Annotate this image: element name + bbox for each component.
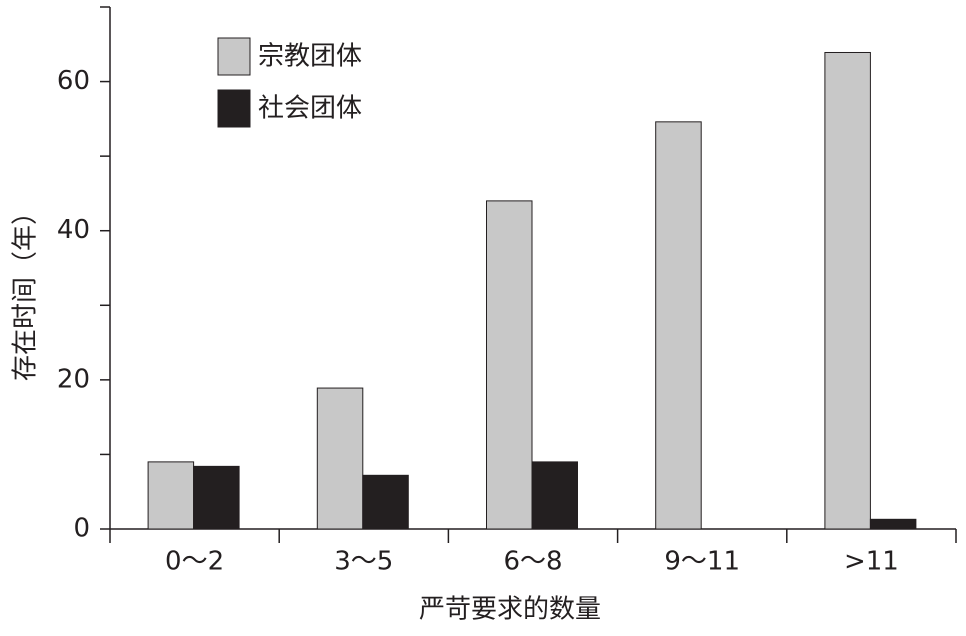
- bar: [316, 387, 364, 530]
- y-tick-label: 20: [57, 364, 90, 394]
- x-tick-label: 9～11: [664, 547, 740, 577]
- legend-swatch: [217, 37, 251, 76]
- x-tick-label: 0～2: [165, 547, 224, 577]
- bar: [869, 518, 917, 530]
- bar: [486, 200, 533, 530]
- bar: [655, 121, 702, 530]
- bar: [193, 465, 240, 530]
- y-tick-label: 0: [73, 514, 90, 544]
- y-tick-label: 60: [57, 66, 90, 96]
- bar: [147, 461, 195, 530]
- y-axis-label: 存在时间（年）: [11, 199, 41, 381]
- bar: [824, 51, 871, 530]
- x-axis-label: 严苛要求的数量: [419, 595, 601, 625]
- legend-swatch: [217, 89, 251, 128]
- y-tick-label: 40: [57, 215, 90, 245]
- legend-label: 宗教团体: [258, 42, 362, 72]
- x-tick-label: >11: [844, 547, 899, 577]
- legend-label: 社会团体: [258, 94, 362, 124]
- bar: [531, 461, 578, 530]
- x-tick-label: 6～8: [503, 547, 562, 577]
- x-tick-label: 3～5: [334, 547, 393, 577]
- bar: [362, 474, 409, 530]
